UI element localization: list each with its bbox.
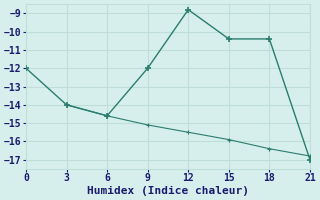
X-axis label: Humidex (Indice chaleur): Humidex (Indice chaleur)	[87, 186, 249, 196]
